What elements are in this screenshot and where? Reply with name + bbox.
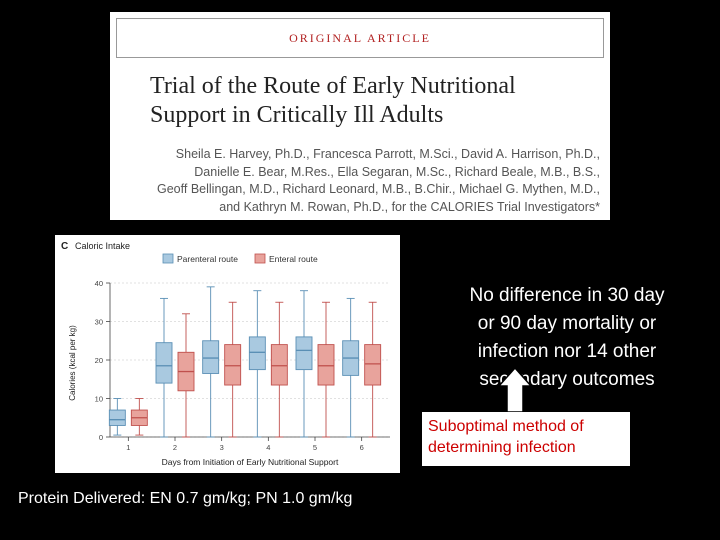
panel-letter: C [61,241,68,252]
y-tick-label: 40 [95,279,103,288]
plot-area: Parenteral route Enteral route 0 10 20 30 40 1 2… [95,253,390,452]
box [248,336,266,371]
y-tick-label: 20 [95,356,103,365]
mortality-note: No difference in 30 day or 90 day mortal… [432,282,702,394]
legend-swatch [254,253,266,264]
box [108,409,126,426]
title-line-2: Support in Critically Ill Adults [150,102,444,128]
author-line: Sheila E. Harvey, Ph.D., Francesca Parro… [175,147,600,161]
legend-label: Parenteral route [177,254,238,264]
box [224,344,242,386]
x-tick-label: 1 [126,443,130,452]
article-authors: Sheila E. Harvey, Ph.D., Francesca Parro… [120,146,600,216]
author-line: Geoff Bellingan, M.D., Richard Leonard, … [157,182,600,196]
title-line-1: Trial of the Route of Early Nutritional [150,73,516,99]
author-line: Danielle E. Bear, M.Res., Ella Segaran, … [194,164,600,179]
box [364,344,382,386]
box [155,342,173,384]
x-axis-label: Days from Initiation of Early Nutritiona… [162,457,339,467]
protein-delivered-note: Protein Delivered: EN 0.7 gm/kg; PN 1.0 … [18,490,353,507]
article-banner: ORIGINAL ARTICLE [116,18,604,58]
x-tick-label: 4 [266,443,270,452]
note-line: secondary outcomes [479,369,655,390]
article-header-image: ORIGINAL ARTICLE Trial of the Route of E… [110,12,610,220]
x-tick-label: 3 [220,443,224,452]
y-axis-label: Calories (kcal per kg) [68,325,77,401]
legend-label: Enteral route [269,254,318,264]
author-line: and Kathryn M. Rowan, Ph.D., for the CAL… [219,199,600,214]
up-arrow-icon [497,366,533,413]
note-line: or 90 day mortality or [477,313,657,334]
y-tick-label: 30 [95,318,103,327]
note-line: infection nor 14 other [477,341,657,362]
callout-line-1: Suboptimal method of [428,418,584,435]
x-tick-label: 5 [313,443,317,452]
box [202,340,220,374]
chart-title: Caloric Intake [75,241,130,251]
callout-line-2: determining infection [428,439,576,456]
y-tick-label: 0 [99,433,103,442]
caloric-intake-chart: C Caloric Intake Days from Initiation of… [55,235,400,473]
x-tick-label: 6 [360,443,364,452]
box [317,344,335,386]
y-tick-label: 10 [95,395,103,404]
note-line: No difference in 30 day [469,285,665,306]
x-tick-label: 2 [173,443,177,452]
legend-swatch [162,253,174,264]
box [270,344,288,386]
article-title: Trial of the Route of Early Nutritional … [150,72,590,130]
box [295,336,313,371]
chart-svg: C Caloric Intake Days from Initiation of… [61,241,390,467]
infection-callout: Suboptimal method of determining infecti… [422,412,630,466]
